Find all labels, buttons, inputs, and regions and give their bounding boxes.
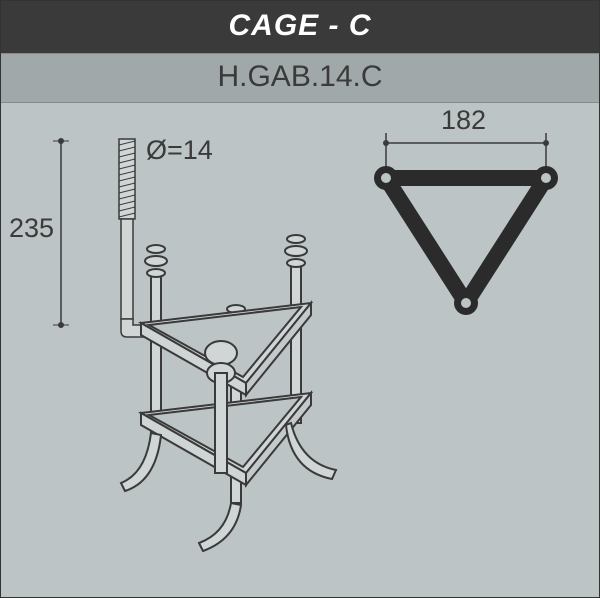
title-text: CAGE - C xyxy=(229,9,372,42)
subtitle-bar: H.GAB.14.C xyxy=(1,53,599,103)
diameter-label: Ø=14 xyxy=(146,135,213,166)
title-bar: CAGE - C xyxy=(1,1,599,53)
triangle-width-label: 182 xyxy=(441,105,486,136)
subtitle-text: H.GAB.14.C xyxy=(217,60,382,93)
spec-card: CAGE - C H.GAB.14.C 235 xyxy=(0,0,600,598)
cage-isometric xyxy=(91,223,391,573)
diagram-area: 235 Ø=14 xyxy=(1,103,599,589)
height-label: 235 xyxy=(9,213,54,244)
